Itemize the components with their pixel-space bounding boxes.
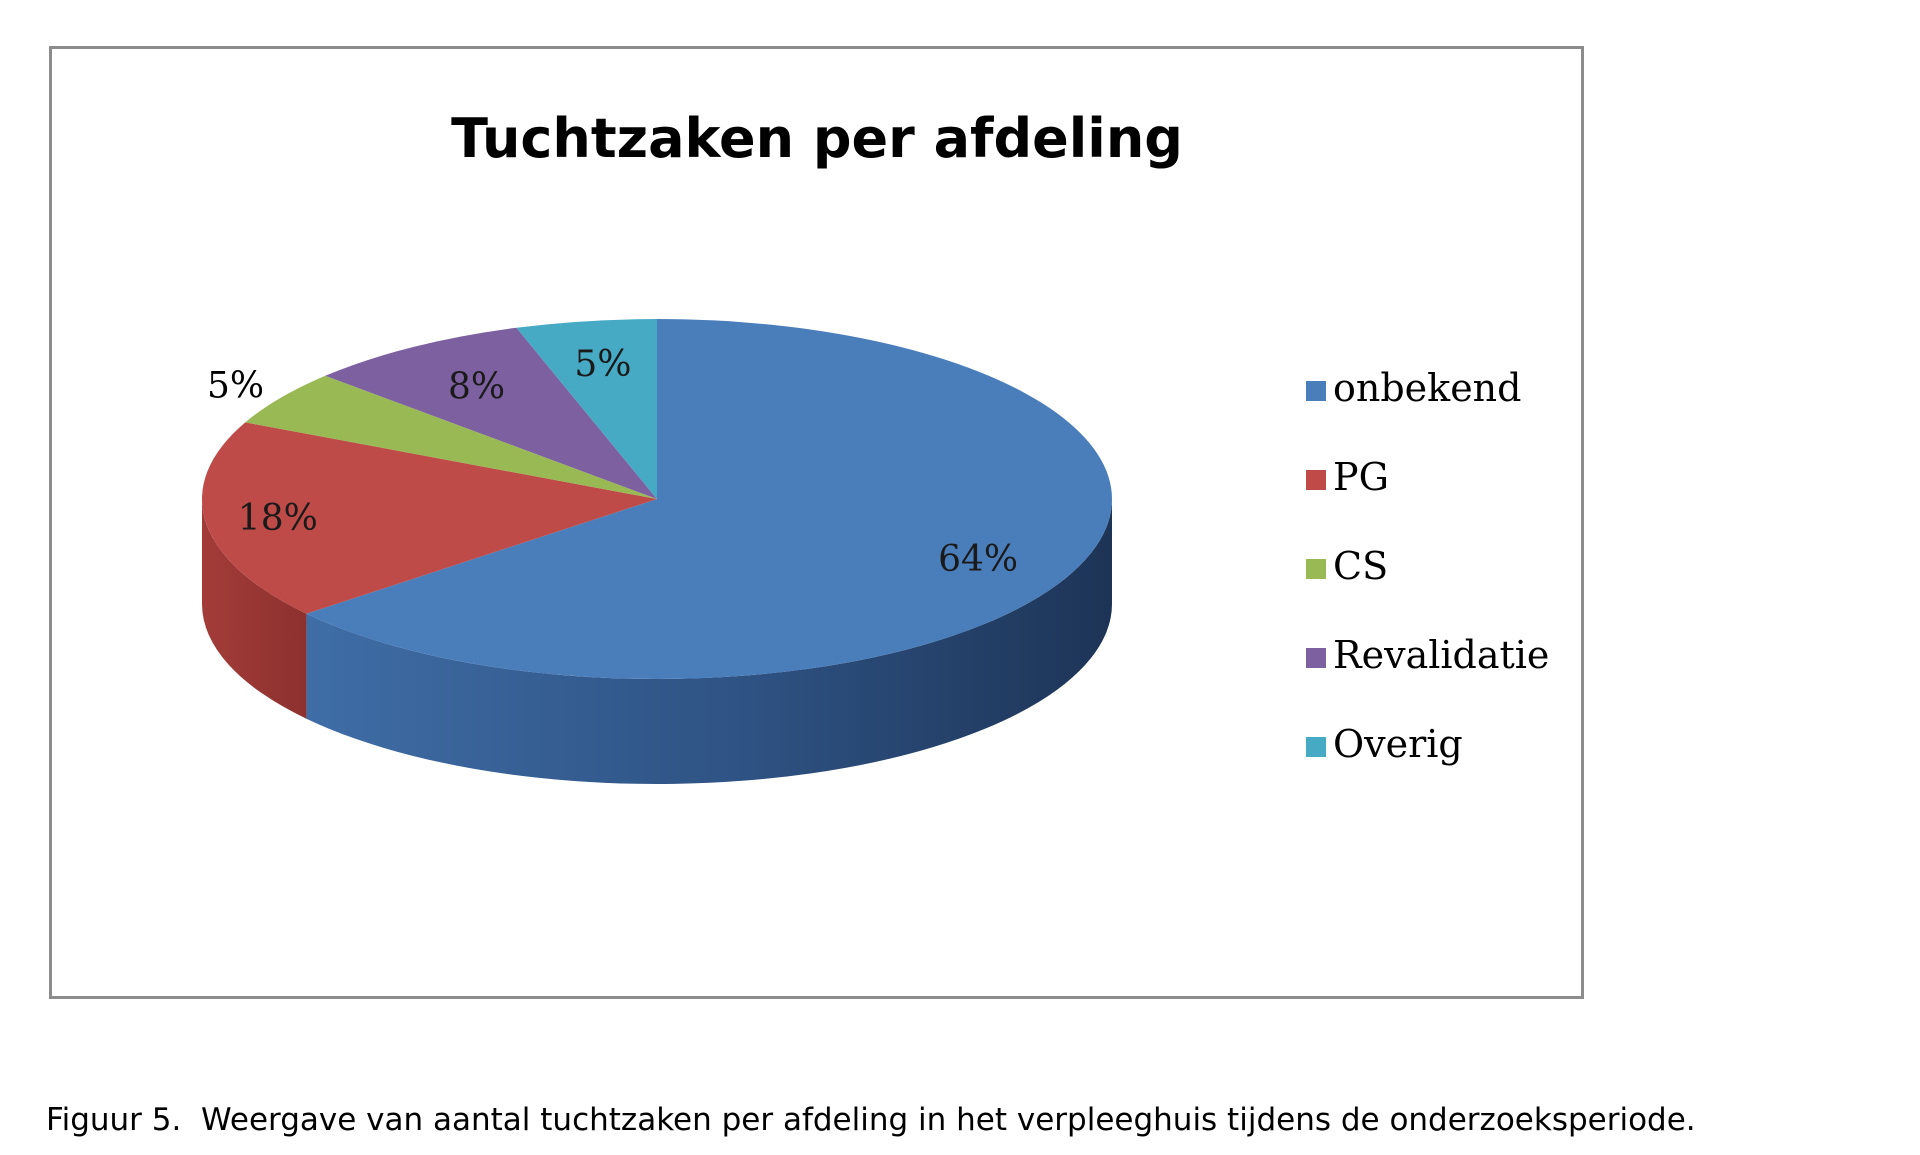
legend-swatch xyxy=(1306,737,1326,757)
legend-swatch xyxy=(1306,648,1326,668)
pie-sides xyxy=(202,499,1112,785)
slice-side-onbekend xyxy=(306,499,1112,785)
slice-side-pg xyxy=(202,499,307,719)
legend-swatch xyxy=(1306,381,1326,401)
data-label-onbekend: 64% xyxy=(938,539,1018,580)
slice-pg xyxy=(202,422,658,614)
pie-slices xyxy=(202,319,1112,679)
legend: onbekend PG CS Revalidatie Overig xyxy=(1306,366,1549,766)
legend-label: PG xyxy=(1333,455,1389,499)
chart-title: Tuchtzaken per afdeling xyxy=(451,107,1183,170)
slice-revalidatie xyxy=(325,327,657,499)
legend-item-pg: PG xyxy=(1306,455,1389,499)
data-label-overig: 5% xyxy=(574,344,631,385)
slice-overig xyxy=(516,319,657,499)
data-label-pg: 18% xyxy=(238,498,318,539)
legend-label: CS xyxy=(1333,544,1388,588)
legend-item-revalidatie: Revalidatie xyxy=(1306,633,1549,677)
data-label-revalidatie: 8% xyxy=(448,367,505,408)
pie-chart: Tuchtzaken per afdeling 64% 18% 5% 8% 5% onb… xyxy=(202,107,1549,785)
pie-data-labels: 64% 18% 5% 8% 5% xyxy=(207,344,1018,580)
legend-label: Revalidatie xyxy=(1333,633,1549,677)
data-label-cs: 5% xyxy=(207,366,264,407)
slice-onbekend xyxy=(306,319,1112,679)
legend-swatch xyxy=(1306,559,1326,579)
legend-label: onbekend xyxy=(1333,366,1521,410)
legend-swatch xyxy=(1306,470,1326,490)
figure-caption: Figuur 5. Weergave van aantal tuchtzaken… xyxy=(46,1102,1696,1138)
slice-cs xyxy=(245,375,657,499)
legend-label: Overig xyxy=(1333,722,1463,766)
legend-item-overig: Overig xyxy=(1306,722,1463,766)
legend-item-onbekend: onbekend xyxy=(1306,366,1521,410)
chart-frame: Tuchtzaken per afdeling 64% 18% 5% 8% 5% onb… xyxy=(49,46,1584,999)
legend-item-cs: CS xyxy=(1306,544,1388,588)
